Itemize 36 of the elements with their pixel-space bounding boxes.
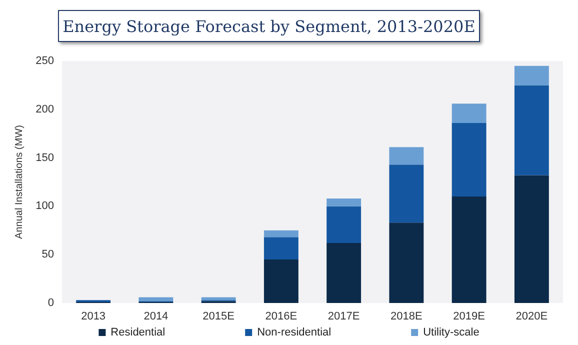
bar (452, 122, 486, 197)
x-tick-label: 2019E (453, 310, 485, 322)
bar (326, 242, 362, 303)
bar (264, 259, 298, 303)
bar (264, 230, 298, 238)
x-tick-label: 2015E (202, 310, 234, 322)
legend-label: Residential (110, 326, 166, 338)
x-tick-label: 2018E (390, 310, 422, 322)
bar (389, 164, 424, 223)
bar (264, 237, 298, 260)
bar (452, 104, 486, 123)
bar (389, 147, 424, 165)
x-tick-label: 2020E (516, 310, 548, 322)
y-tick-label: 0 (48, 297, 54, 309)
bar (452, 196, 486, 303)
bar (326, 198, 362, 206)
y-tick-label: 50 (42, 248, 54, 261)
bar (326, 206, 362, 243)
legend-label: Non-residential (257, 326, 332, 338)
x-tick-label: 2017E (328, 310, 360, 322)
chart-title: Energy Storage Forecast by Segment, 2013-2020E (58, 10, 480, 42)
x-tick-label: 2014 (144, 310, 168, 322)
bar (201, 297, 236, 300)
legend-label: Utility-scale (423, 326, 480, 338)
x-tick-label: 2013 (81, 310, 106, 322)
bar (138, 297, 174, 302)
y-tick-label: 150 (36, 152, 54, 164)
y-tick-label: 250 (36, 55, 54, 67)
x-tick-label: 2016E (265, 310, 298, 322)
bar (389, 222, 424, 303)
y-tick-label: 100 (36, 200, 54, 212)
bar (514, 85, 549, 176)
bar (514, 66, 549, 86)
y-tick-label: 200 (36, 103, 54, 116)
y-axis-title: Annual Installations (MW) (14, 125, 26, 239)
bar (514, 175, 549, 303)
